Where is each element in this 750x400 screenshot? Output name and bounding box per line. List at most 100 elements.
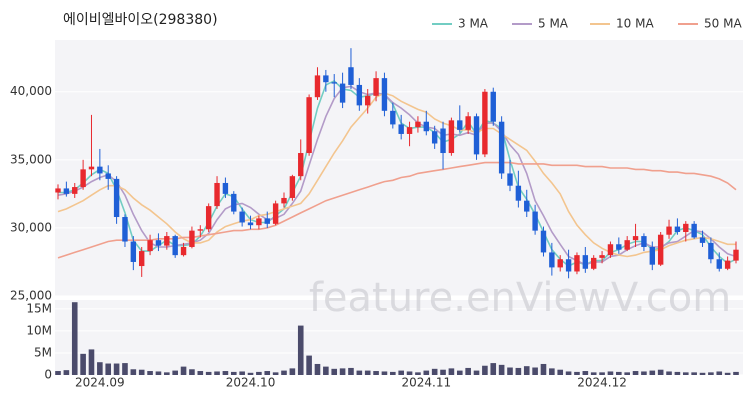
candle-body [733,249,739,261]
candle-body [130,241,137,262]
volume-bar [264,371,271,375]
candle-body [197,229,203,231]
candle-body [607,244,614,256]
candle-body [55,188,61,193]
volume-bar [306,355,312,375]
y-tick-label: 40,000 [10,84,52,98]
y-tick-label: 5M [34,345,52,359]
candle-body [80,169,86,188]
volume-bar [239,371,245,375]
candle-body [406,127,413,134]
candle-body [373,78,379,96]
volume-bar [666,371,672,375]
candle-body [281,197,287,204]
candle-body [666,226,672,235]
volume-bar [641,371,647,375]
volume-bar [431,368,438,375]
candle-body [390,110,396,125]
candle-body [339,83,346,103]
candle-body [716,259,722,269]
volume-bar [607,371,614,375]
candle-body [180,246,187,256]
volume-bar [323,366,329,375]
candle-body [97,166,103,174]
candle-body [72,187,78,194]
candle-body [624,240,630,250]
volume-bar [674,371,681,375]
candle-body [549,252,555,268]
candle-body [691,223,697,238]
volume-bar [155,371,162,375]
chart-title: 에이비엘바이오(298380) [63,12,218,28]
candle-body [724,260,731,269]
candle-body [465,116,471,130]
candle-body [423,121,429,132]
candle-body [657,234,664,265]
candle-body [515,185,522,201]
volume-bar [105,363,112,375]
legend-label: 50 MA [704,17,742,31]
candle-body [574,255,580,272]
candle-body [205,206,212,230]
candle-body [63,188,70,194]
volume-bar [130,369,137,375]
candle-body [490,91,496,122]
candle-body [264,218,270,224]
candle-body [699,237,706,243]
volume-bar [138,369,145,375]
volume-bar [473,370,480,375]
candle-body [356,84,363,106]
volume-bar [281,370,287,375]
candle-body [641,236,647,247]
volume-bar [498,364,505,375]
volume-bar [97,362,103,375]
volume-bar [624,372,630,375]
volume-bar [406,371,413,375]
candle-body [348,67,354,85]
candle-body [616,244,622,250]
candle-body [147,240,153,252]
ma-line [57,161,737,259]
candle-body [222,182,229,194]
ma-line [57,92,736,258]
y-tick-label: 35,000 [10,152,52,166]
candle-body [88,166,95,170]
candle-body [582,255,589,269]
volume-bar [415,372,421,375]
volume-bar [682,372,689,375]
volume-bar [314,363,321,375]
x-tick-label: 2024.11 [401,376,451,390]
candle-body [314,75,321,98]
volume-bar [247,372,254,375]
volume-panel [55,300,743,375]
volume-bar [733,371,739,375]
candle-body [272,203,279,224]
volume-bar [599,372,605,375]
volume-bar [699,372,706,375]
volume-bar [55,371,61,375]
volume-bar [222,371,229,375]
candle-body [139,251,145,267]
candle-body [649,246,655,265]
volume-bar [197,371,204,375]
candle-body [683,223,689,232]
legend-label: 3 MA [458,17,489,31]
legend-item: 50 MA [678,17,742,31]
ma-line [57,85,737,266]
candle-body [231,193,237,212]
candle-body [448,120,455,154]
candle-body [122,217,128,242]
y-tick-label: 25,000 [10,289,52,303]
candle-body [507,173,513,186]
legend-item: 5 MA [512,17,569,31]
volume-bar [373,371,379,375]
candle-body [591,257,597,269]
volume-bar [632,371,639,375]
volume-bar [289,368,296,375]
candle-body [256,218,262,226]
volume-bar [63,370,70,375]
volume-bar [532,367,538,375]
volume-bar [523,366,530,375]
candle-body [674,226,681,232]
volume-bar [582,371,589,375]
